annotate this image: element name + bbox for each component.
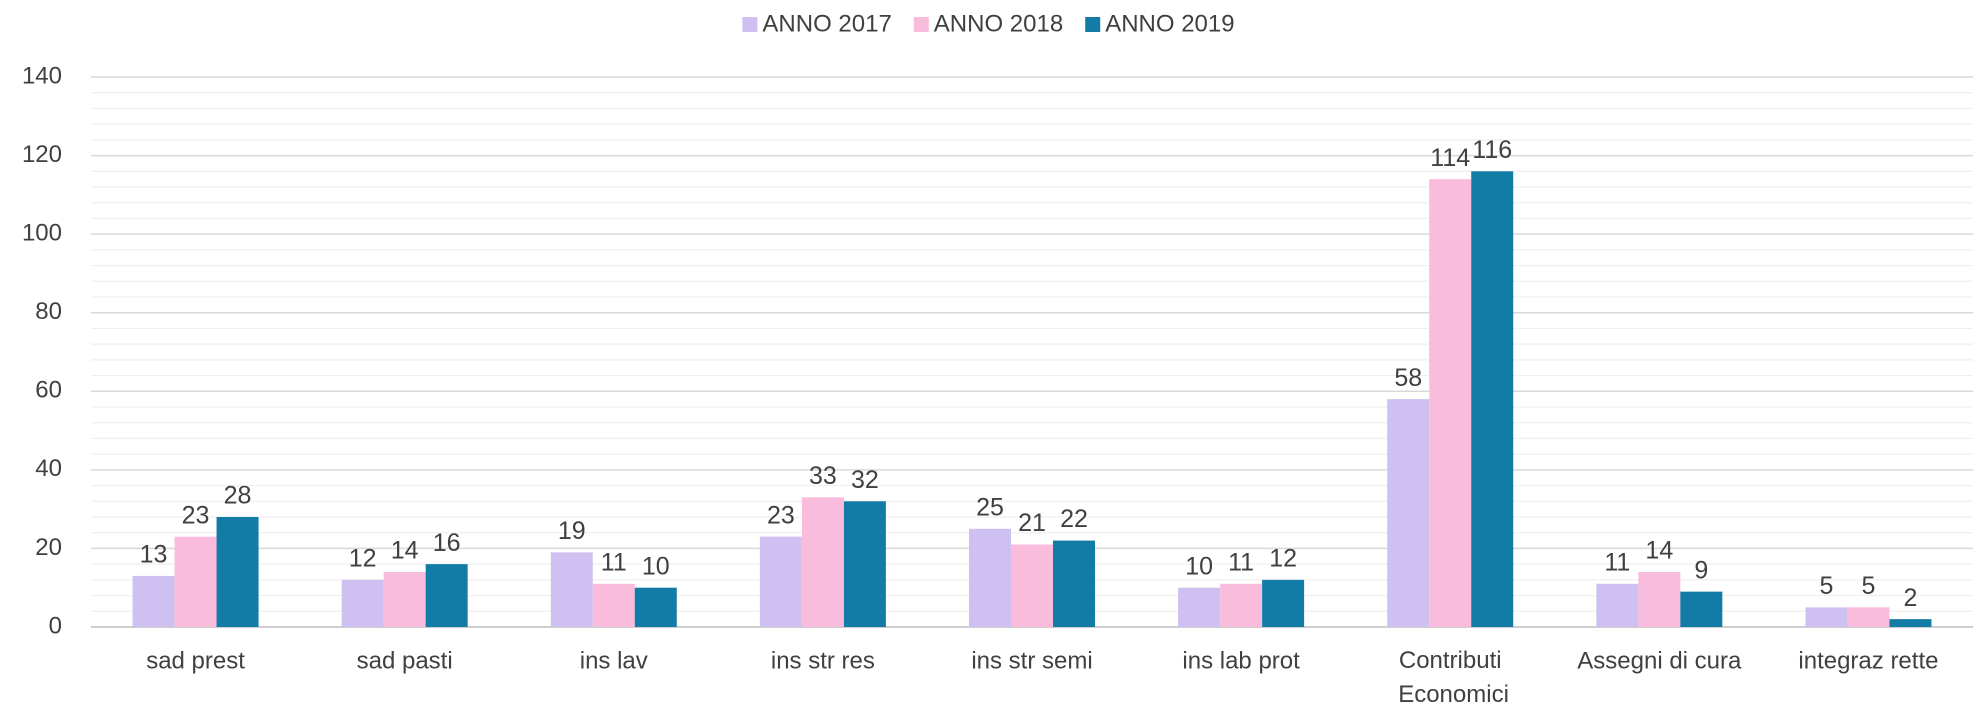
y-tick-label: 0 xyxy=(49,612,62,639)
value-label: 33 xyxy=(809,462,837,490)
bar xyxy=(1596,583,1639,627)
value-label: 16 xyxy=(433,529,461,557)
value-label: 21 xyxy=(1018,509,1046,537)
x-tick-label: sad prest xyxy=(146,647,245,674)
y-tick-label: 60 xyxy=(35,377,62,404)
value-label: 10 xyxy=(1185,552,1213,580)
legend-label: ANNO 2018 xyxy=(934,10,1063,37)
bar xyxy=(1220,583,1263,627)
value-label: 5 xyxy=(1861,572,1875,600)
bar xyxy=(216,517,259,627)
bar xyxy=(1847,607,1890,627)
bar xyxy=(759,536,802,627)
value-label: 12 xyxy=(1269,544,1297,572)
y-tick-label: 140 xyxy=(22,62,62,89)
bar xyxy=(1262,579,1305,627)
x-tick-label: integraz rette xyxy=(1798,647,1938,674)
legend-label: ANNO 2017 xyxy=(762,10,891,37)
bar xyxy=(341,579,384,627)
bar xyxy=(1805,607,1848,627)
bar xyxy=(174,536,217,627)
legend-label: ANNO 2019 xyxy=(1105,10,1234,37)
value-label: 25 xyxy=(976,493,1004,521)
value-label: 11 xyxy=(1604,548,1630,576)
bar xyxy=(132,575,175,627)
value-label: 23 xyxy=(182,501,210,529)
y-tick-label: 100 xyxy=(22,219,62,246)
value-label: 22 xyxy=(1060,505,1088,533)
value-label: 23 xyxy=(767,501,795,529)
bar xyxy=(801,497,844,627)
bar xyxy=(1178,587,1221,627)
legend-swatch xyxy=(913,17,929,32)
bar xyxy=(1011,544,1053,627)
bar xyxy=(1471,171,1514,628)
bar xyxy=(1889,619,1932,627)
value-label: 14 xyxy=(391,537,419,565)
legend-swatch xyxy=(1085,17,1101,32)
x-tick-label: Assegni di cura xyxy=(1577,647,1742,674)
value-label: 116 xyxy=(1472,136,1512,164)
y-tick-label: 40 xyxy=(35,455,62,482)
value-label: 2 xyxy=(1903,584,1917,612)
y-tick-label: 80 xyxy=(35,298,62,325)
x-tick-label: ins lab prot xyxy=(1182,647,1300,674)
y-tick-label: 20 xyxy=(35,534,62,561)
bar xyxy=(425,564,468,627)
bar xyxy=(969,528,1011,627)
x-tick-label: Contributi Economici xyxy=(1392,647,1509,708)
legend-swatch xyxy=(742,17,758,32)
value-label: 11 xyxy=(1228,548,1254,576)
bar xyxy=(592,583,635,627)
x-tick-label: ins str res xyxy=(771,647,875,674)
bar xyxy=(1053,540,1095,627)
bar xyxy=(1429,179,1472,627)
value-label: 10 xyxy=(642,552,670,580)
value-label: 58 xyxy=(1394,364,1422,392)
value-label: 13 xyxy=(140,541,168,569)
bar xyxy=(1638,572,1681,627)
value-label: 5 xyxy=(1819,572,1833,600)
value-label: 114 xyxy=(1430,144,1470,172)
bar xyxy=(383,572,426,627)
value-label: 12 xyxy=(349,544,377,572)
y-tick-label: 120 xyxy=(22,141,62,168)
x-tick-label: ins lav xyxy=(580,647,648,674)
value-label: 9 xyxy=(1694,556,1708,584)
x-tick-label: sad pasti xyxy=(357,647,453,674)
bar xyxy=(550,552,593,627)
bar xyxy=(1387,399,1430,627)
bar xyxy=(634,587,677,627)
value-label: 32 xyxy=(851,466,879,494)
x-tick-label: ins str semi xyxy=(971,647,1092,674)
value-label: 28 xyxy=(224,482,252,510)
bar xyxy=(843,501,886,627)
value-label: 14 xyxy=(1645,537,1673,565)
value-label: 19 xyxy=(558,517,586,545)
value-label: 11 xyxy=(601,548,627,576)
bar xyxy=(1680,591,1723,627)
